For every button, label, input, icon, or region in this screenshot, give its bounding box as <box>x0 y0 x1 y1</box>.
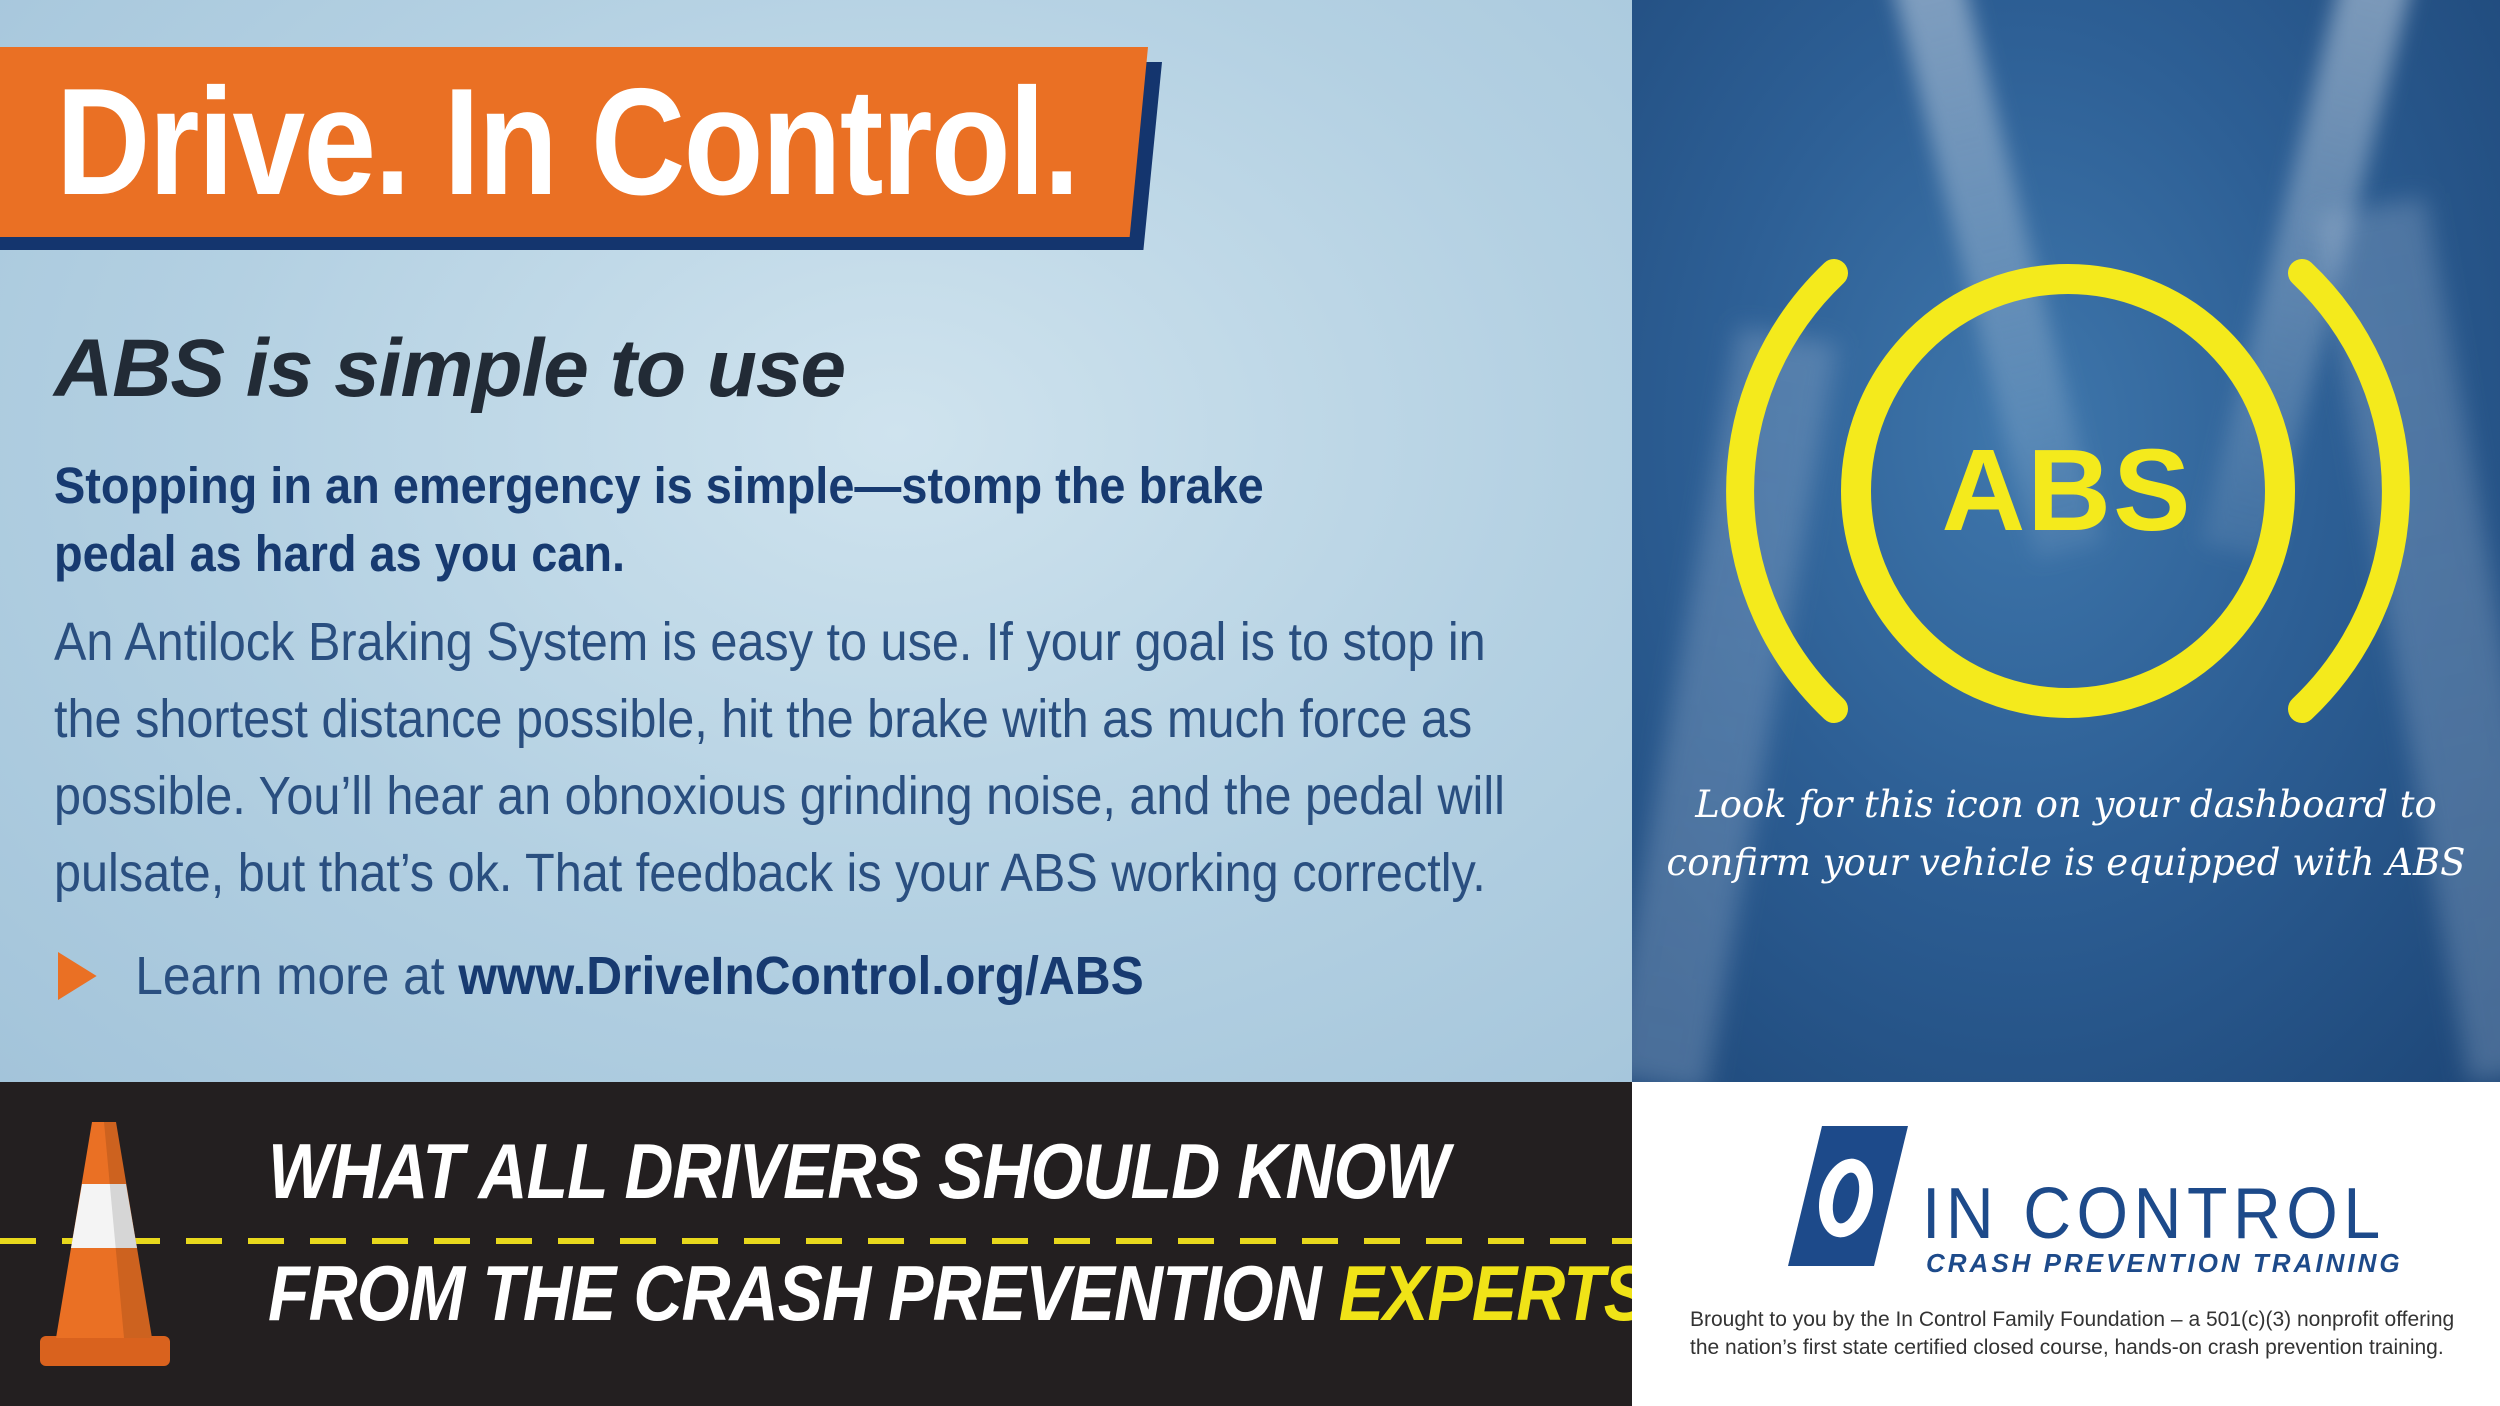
brand-name: IN CONTROL <box>1922 1174 2386 1254</box>
sponsor-line: the nation’s first state certified close… <box>1690 1336 2444 1359</box>
body-line: possible. You’ll hear an obnoxious grind… <box>54 766 1505 826</box>
tagline-band: WHAT ALL DRIVERS SHOULD KNOW FROM THE CR… <box>0 1082 1632 1406</box>
page-title: Drive. In Control. <box>56 57 1080 227</box>
sponsor-note: Brought to you by the In Control Family … <box>1690 1306 2490 1362</box>
tagline-line-2: FROM THE CRASH PREVENTION EXPERTS <box>268 1248 1632 1339</box>
abs-warning-icon <box>1726 259 2410 723</box>
tagline-highlight: EXPERTS <box>1338 1249 1632 1337</box>
tagline-line-1: WHAT ALL DRIVERS SHOULD KNOW <box>268 1127 1450 1215</box>
brand-subtitle: CRASH PREVENTION TRAINING <box>1926 1248 2403 1278</box>
abs-photo-panel: ABS Look for this icon on your dashboard… <box>1632 0 2500 1082</box>
caption-line: confirm your vehicle is equipped with AB… <box>1666 841 2466 884</box>
body-paragraph: An Antilock Braking System is easy to us… <box>54 604 1505 912</box>
play-arrow-icon <box>58 951 97 1000</box>
body-line: the shortest distance possible, hit the … <box>54 689 1473 749</box>
lead-paragraph: Stopping in an emergency is simple—stomp… <box>54 452 1342 588</box>
lead-line: pedal as hard as you can. <box>54 525 626 582</box>
sponsor-line: Brought to you by the In Control Family … <box>1690 1308 2455 1331</box>
learn-more: Learn more at www.DriveInControl.org/ABS <box>58 940 1144 1012</box>
body-line: An Antilock Braking System is easy to us… <box>54 612 1486 672</box>
in-control-logo-icon <box>1788 1126 1908 1266</box>
info-panel: Drive. In Control. ABS is simple to use … <box>0 0 1632 1082</box>
traffic-cone-icon <box>40 1122 170 1366</box>
learn-more-link[interactable]: www.DriveInControl.org/ABS <box>458 946 1144 1006</box>
learn-more-prefix: Learn more at <box>135 946 459 1006</box>
abs-icon-label: ABS <box>1941 425 2193 555</box>
tagline-prefix: FROM THE CRASH PREVENTION <box>268 1249 1339 1337</box>
logo-area: IN CONTROL CRASH PREVENTION TRAINING Bro… <box>1632 1082 2500 1406</box>
abs-caption: Look for this icon on your dashboard to … <box>1632 776 2500 892</box>
headline: ABS is simple to use <box>54 323 846 414</box>
body-line: pulsate, but that’s ok. That feedback is… <box>54 843 1486 903</box>
road-dash-line <box>0 1238 1632 1244</box>
caption-line: Look for this icon on your dashboard to <box>1695 783 2437 826</box>
lead-line: Stopping in an emergency is simple—stomp… <box>54 457 1264 514</box>
title-banner <box>0 47 1148 237</box>
